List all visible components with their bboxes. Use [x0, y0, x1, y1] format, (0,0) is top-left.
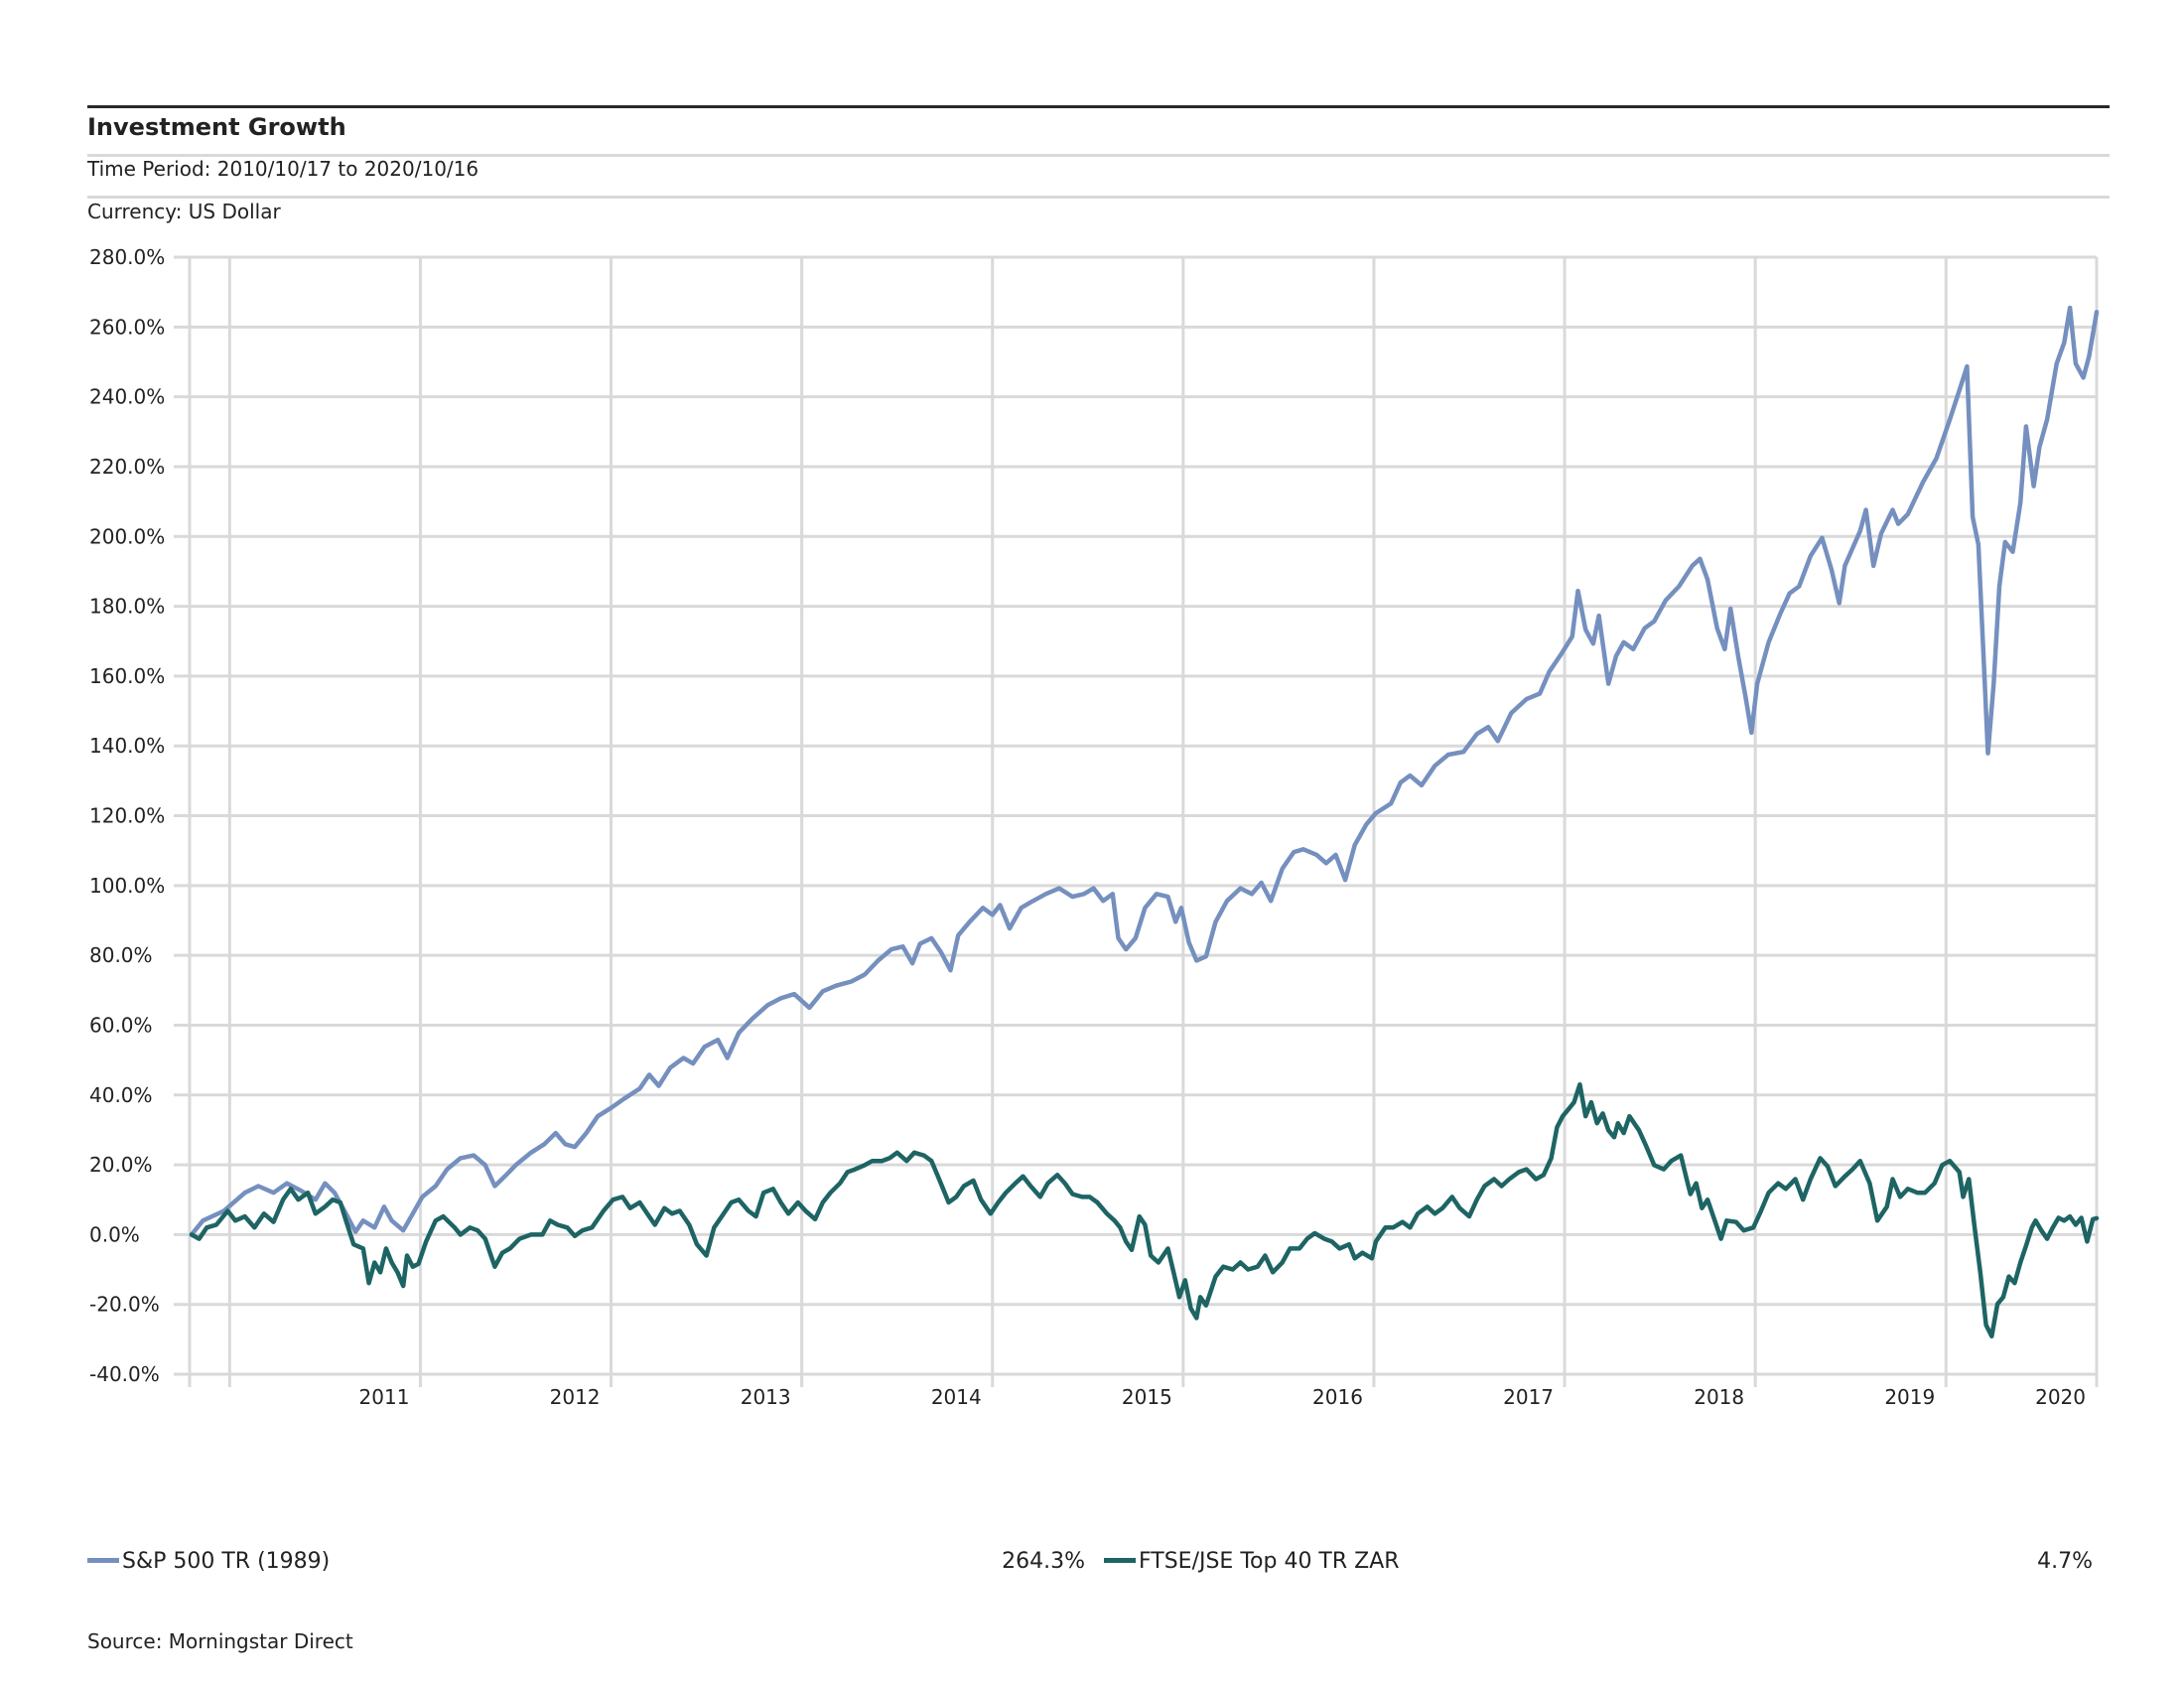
y-tick-label: -40.0%: [89, 1362, 160, 1386]
vertical-gridlines: [188, 257, 2099, 1387]
y-tick-label: 200.0%: [89, 524, 165, 548]
y-tick-label: 60.0%: [89, 1013, 153, 1037]
header-top-rule: [87, 105, 2110, 108]
legend-label: S&P 500 TR (1989): [122, 1549, 331, 1574]
y-tick-label: 160.0%: [89, 664, 165, 688]
horizontal-gridlines: [174, 255, 2097, 1376]
x-tick-label: 2012: [550, 1385, 601, 1409]
legend-value-sp500: 264.3%: [1002, 1549, 1085, 1574]
y-axis-tick-labels: -40.0% -20.0% 0.0% 20.0% 40.0% 60.0% 80.0% 100.…: [89, 245, 165, 1386]
legend-value-ftse-jse: 4.7%: [2037, 1549, 2093, 1574]
y-tick-label: 240.0%: [89, 385, 165, 409]
y-tick-label: 220.0%: [89, 455, 165, 479]
x-tick-label: 2013: [741, 1385, 791, 1409]
x-tick-label: 2016: [1312, 1385, 1363, 1409]
series-lines: [189, 305, 2100, 1338]
x-tick-label: 2015: [1122, 1385, 1172, 1409]
header-divider: [87, 196, 2110, 199]
chart-title: Investment Growth: [87, 113, 346, 141]
legend-label: FTSE/JSE Top 40 TR ZAR: [1139, 1549, 1400, 1574]
legend-item-ftse-jse: FTSE/JSE Top 40 TR ZAR: [1104, 1549, 1400, 1574]
series-line-ftse-jse: [189, 1081, 2100, 1338]
y-tick-label: 40.0%: [89, 1083, 153, 1107]
y-tick-label: -20.0%: [89, 1293, 160, 1317]
header-divider: [87, 154, 2110, 157]
legend-item-sp500: S&P 500 TR (1989): [87, 1549, 330, 1574]
legend-swatch-ftse-jse: [1104, 1557, 1136, 1563]
source-note: Source: Morningstar Direct: [87, 1629, 353, 1653]
legend-swatch-sp500: [87, 1557, 119, 1563]
x-tick-label: 2017: [1503, 1385, 1554, 1409]
x-tick-label: 2018: [1694, 1385, 1744, 1409]
y-tick-label: 100.0%: [89, 874, 165, 898]
x-tick-label: 2019: [1884, 1385, 1935, 1409]
currency: Currency: US Dollar: [87, 200, 281, 223]
y-tick-label: 120.0%: [89, 804, 165, 828]
y-tick-label: 0.0%: [89, 1222, 140, 1246]
time-period: Time Period: 2010/10/17 to 2020/10/16: [87, 157, 479, 181]
series-line-sp500: [189, 305, 2100, 1237]
y-tick-label: 140.0%: [89, 734, 165, 758]
y-tick-label: 280.0%: [89, 245, 165, 269]
y-tick-label: 20.0%: [89, 1153, 153, 1177]
x-tick-label: 2020: [2035, 1385, 2086, 1409]
y-tick-label: 80.0%: [89, 943, 153, 967]
x-tick-label: 2011: [359, 1385, 410, 1409]
x-axis-tick-labels: 2011 2012 2013 2014 2015 2016 2017 2018 2019 2020: [359, 1385, 2086, 1409]
y-tick-label: 260.0%: [89, 315, 165, 339]
y-tick-label: 180.0%: [89, 595, 165, 619]
x-tick-label: 2014: [931, 1385, 982, 1409]
